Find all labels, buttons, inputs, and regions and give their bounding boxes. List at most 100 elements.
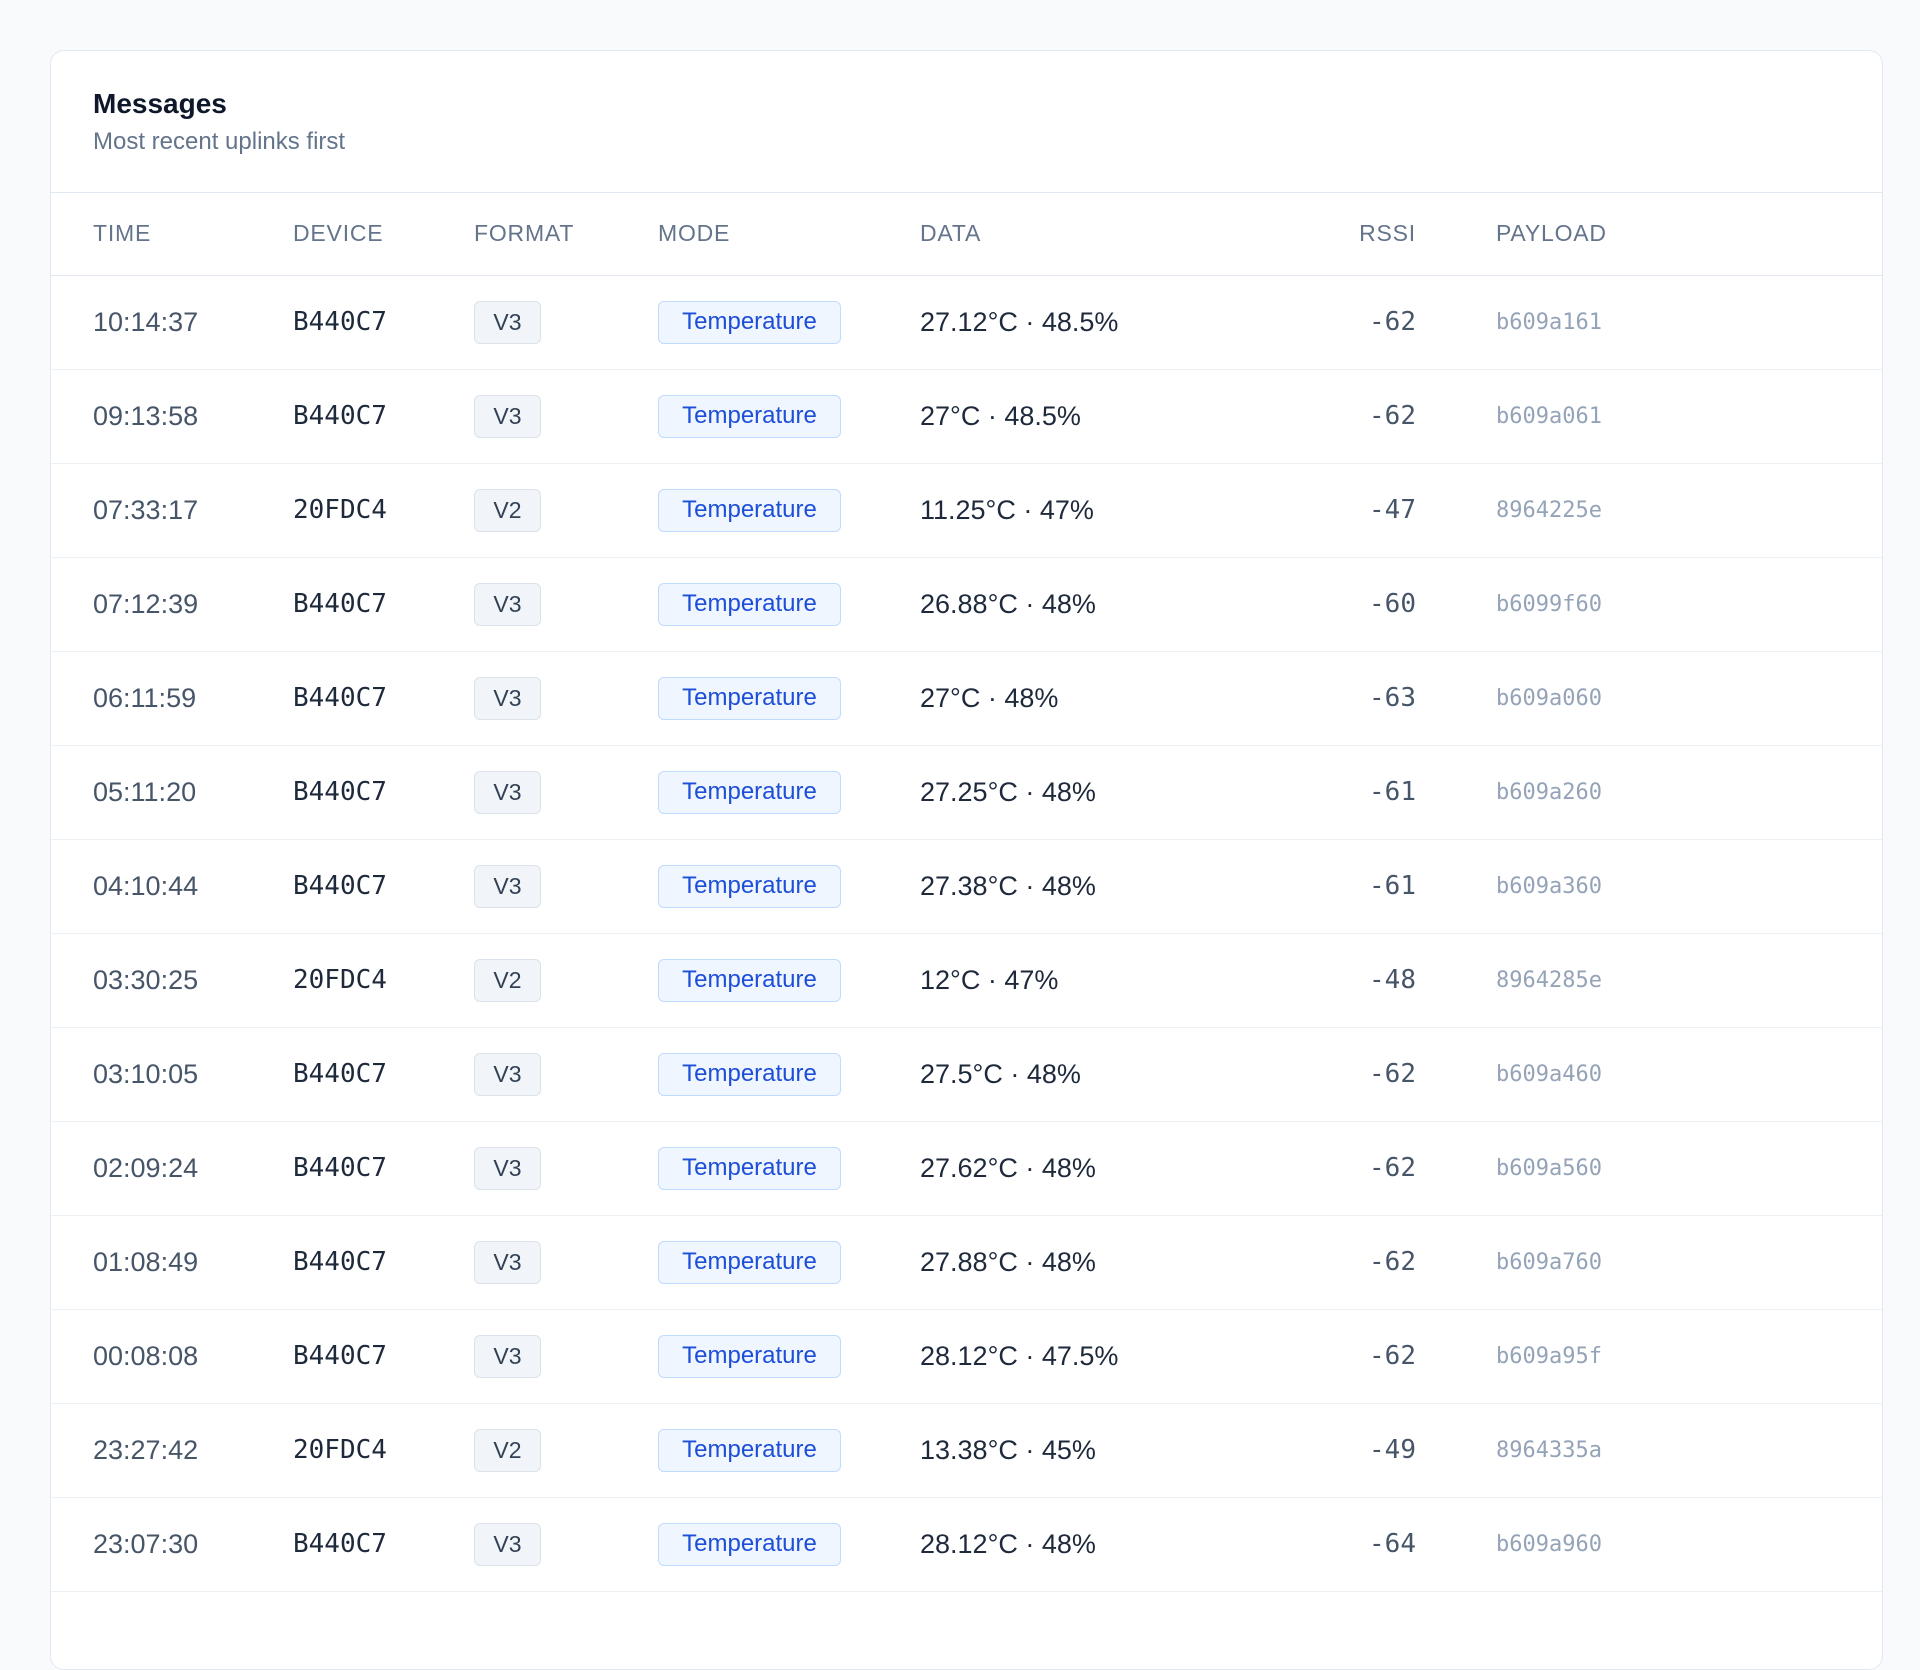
cell-payload: 8964335a: [1496, 1437, 1602, 1463]
cell-device: 20FDC4: [293, 495, 387, 525]
table-row[interactable]: 23:27:42 20FDC4 V2 Temperature 13.38°C · 45%…: [51, 1403, 1882, 1497]
table-row[interactable]: 03:30:25 20FDC4 V2 Temperature 12°C · 47% -48…: [51, 933, 1882, 1027]
cell-device: B440C7: [293, 1529, 387, 1559]
cell-payload: b6099f60: [1496, 591, 1602, 617]
cell-payload: b609a960: [1496, 1531, 1602, 1557]
cell-format: V3: [474, 1121, 658, 1215]
cell-mode-badge: Temperature: [658, 1052, 841, 1096]
table-row[interactable]: 00:08:08 B440C7 V3 Temperature 28.12°C · 47.…: [51, 1309, 1882, 1403]
cell-time: 07:33:17: [93, 494, 199, 525]
cell-device: B440C7: [293, 777, 387, 807]
table-row[interactable]: 04:10:44 B440C7 V3 Temperature 27.38°C · 48%…: [51, 839, 1882, 933]
table-row[interactable]: [51, 1591, 1882, 1669]
cell-device: B440C7: [293, 1341, 387, 1371]
cell-mode-badge: Temperature: [658, 864, 841, 908]
cell-mode: Temperature: [658, 1403, 920, 1497]
cell-payload: 8964285e: [1496, 967, 1602, 993]
cell-format-badge: V2: [474, 1428, 541, 1472]
cell-format-badge: V3: [474, 1146, 541, 1190]
table-row[interactable]: 07:33:17 20FDC4 V2 Temperature 11.25°C · 47%…: [51, 463, 1882, 557]
table-row[interactable]: 09:13:58 B440C7 V3 Temperature 27°C · 48.5% -…: [51, 369, 1882, 463]
messages-card: Messages Most recent uplinks first TIME …: [50, 50, 1883, 1670]
header-row: TIME DEVICE FORMAT MODE DATA RSSI PAYLOA…: [51, 193, 1882, 275]
table-row[interactable]: 10:14:37 B440C7 V3 Temperature 27.12°C · 48.…: [51, 275, 1882, 369]
cell-rssi: -63: [1369, 683, 1416, 713]
cell-mode-badge: Temperature: [658, 676, 841, 720]
column-header-time: TIME: [93, 220, 152, 247]
table-row[interactable]: 05:11:20 B440C7 V3 Temperature 27.25°C · 48%…: [51, 745, 1882, 839]
cell-mode: Temperature: [658, 1215, 920, 1309]
cell-data: 26.88°C · 48%: [920, 588, 1096, 619]
table-row[interactable]: 01:08:49 B440C7 V3 Temperature 27.88°C · 48%…: [51, 1215, 1882, 1309]
cell-payload: [1416, 1591, 1882, 1669]
column-header-payload: PAYLOAD: [1496, 220, 1607, 247]
cell-format: V2: [474, 1403, 658, 1497]
cell-device: B440C7: [293, 683, 387, 713]
cell-rssi: -47: [1369, 495, 1416, 525]
table-row[interactable]: 06:11:59 B440C7 V3 Temperature 27°C · 48% -63…: [51, 651, 1882, 745]
cell-rssi: -64: [1369, 1529, 1416, 1559]
cell-format-badge: V3: [474, 1052, 541, 1096]
cell-mode-badge: Temperature: [658, 1522, 841, 1566]
cell-device: B440C7: [293, 589, 387, 619]
cell-mode-badge: Temperature: [658, 582, 841, 626]
cell-mode-badge: Temperature: [658, 1240, 841, 1284]
cell-mode: Temperature: [658, 1497, 920, 1591]
cell-data: 27°C · 48%: [920, 682, 1059, 713]
cell-payload: b609a460: [1496, 1061, 1602, 1087]
cell-data: 27.88°C · 48%: [920, 1246, 1096, 1277]
cell-data: 28.12°C · 47.5%: [920, 1340, 1119, 1371]
cell-data: 12°C · 47%: [920, 964, 1059, 995]
cell-device: 20FDC4: [293, 1435, 387, 1465]
cell-device: B440C7: [293, 1153, 387, 1183]
cell-format: V3: [474, 839, 658, 933]
table-row[interactable]: 03:10:05 B440C7 V3 Temperature 27.5°C · 48% -…: [51, 1027, 1882, 1121]
cell-data: 27.25°C · 48%: [920, 776, 1096, 807]
column-header-mode: MODE: [658, 220, 731, 247]
cell-mode-badge: Temperature: [658, 1334, 841, 1378]
cell-mode: Temperature: [658, 651, 920, 745]
cell-rssi: -62: [1369, 1341, 1416, 1371]
cell-format: V3: [474, 557, 658, 651]
cell-format: V3: [474, 745, 658, 839]
column-header-device: DEVICE: [293, 220, 384, 247]
table-row[interactable]: 02:09:24 B440C7 V3 Temperature 27.62°C · 48%…: [51, 1121, 1882, 1215]
cell-payload: 8964225e: [1496, 497, 1602, 523]
cell-format: V3: [474, 1309, 658, 1403]
cell-rssi: -62: [1369, 307, 1416, 337]
table-row[interactable]: 23:07:30 B440C7 V3 Temperature 28.12°C · 48%…: [51, 1497, 1882, 1591]
cell-mode-badge: Temperature: [658, 958, 841, 1002]
cell-format: V3: [474, 369, 658, 463]
cell-payload: b609a060: [1496, 685, 1602, 711]
cell-payload: b609a360: [1496, 873, 1602, 899]
cell-format-badge: V3: [474, 1334, 541, 1378]
cell-rssi: -48: [1369, 965, 1416, 995]
cell-format-badge: V3: [474, 1240, 541, 1284]
cell-mode-badge: Temperature: [658, 770, 841, 814]
table-body: 10:14:37 B440C7 V3 Temperature 27.12°C · 48.…: [51, 275, 1882, 1669]
cell-device: B440C7: [293, 307, 387, 337]
cell-mode: Temperature: [658, 745, 920, 839]
cell-mode: Temperature: [658, 557, 920, 651]
cell-format: V2: [474, 933, 658, 1027]
cell-data: 27.62°C · 48%: [920, 1152, 1096, 1183]
cell-payload: b609a95f: [1496, 1343, 1602, 1369]
cell-mode: Temperature: [658, 839, 920, 933]
cell-format: V3: [474, 275, 658, 369]
cell-time: [51, 1591, 293, 1669]
cell-device: B440C7: [293, 871, 387, 901]
cell-time: 09:13:58: [93, 400, 199, 431]
cell-data: 27.5°C · 48%: [920, 1058, 1081, 1089]
cell-rssi: -61: [1369, 777, 1416, 807]
table-row[interactable]: 07:12:39 B440C7 V3 Temperature 26.88°C · 48%…: [51, 557, 1882, 651]
cell-time: 04:10:44: [93, 870, 199, 901]
table-header: TIME DEVICE FORMAT MODE DATA RSSI PAYLOA…: [51, 193, 1882, 275]
column-header-rssi: RSSI: [1359, 220, 1416, 247]
cell-format-badge: V3: [474, 394, 541, 438]
cell-device: B440C7: [293, 1059, 387, 1089]
cell-mode: Temperature: [658, 1121, 920, 1215]
card-title: Messages: [93, 88, 227, 119]
cell-device: 20FDC4: [293, 965, 387, 995]
column-header-format: FORMAT: [474, 220, 575, 247]
cell-mode: Temperature: [658, 369, 920, 463]
